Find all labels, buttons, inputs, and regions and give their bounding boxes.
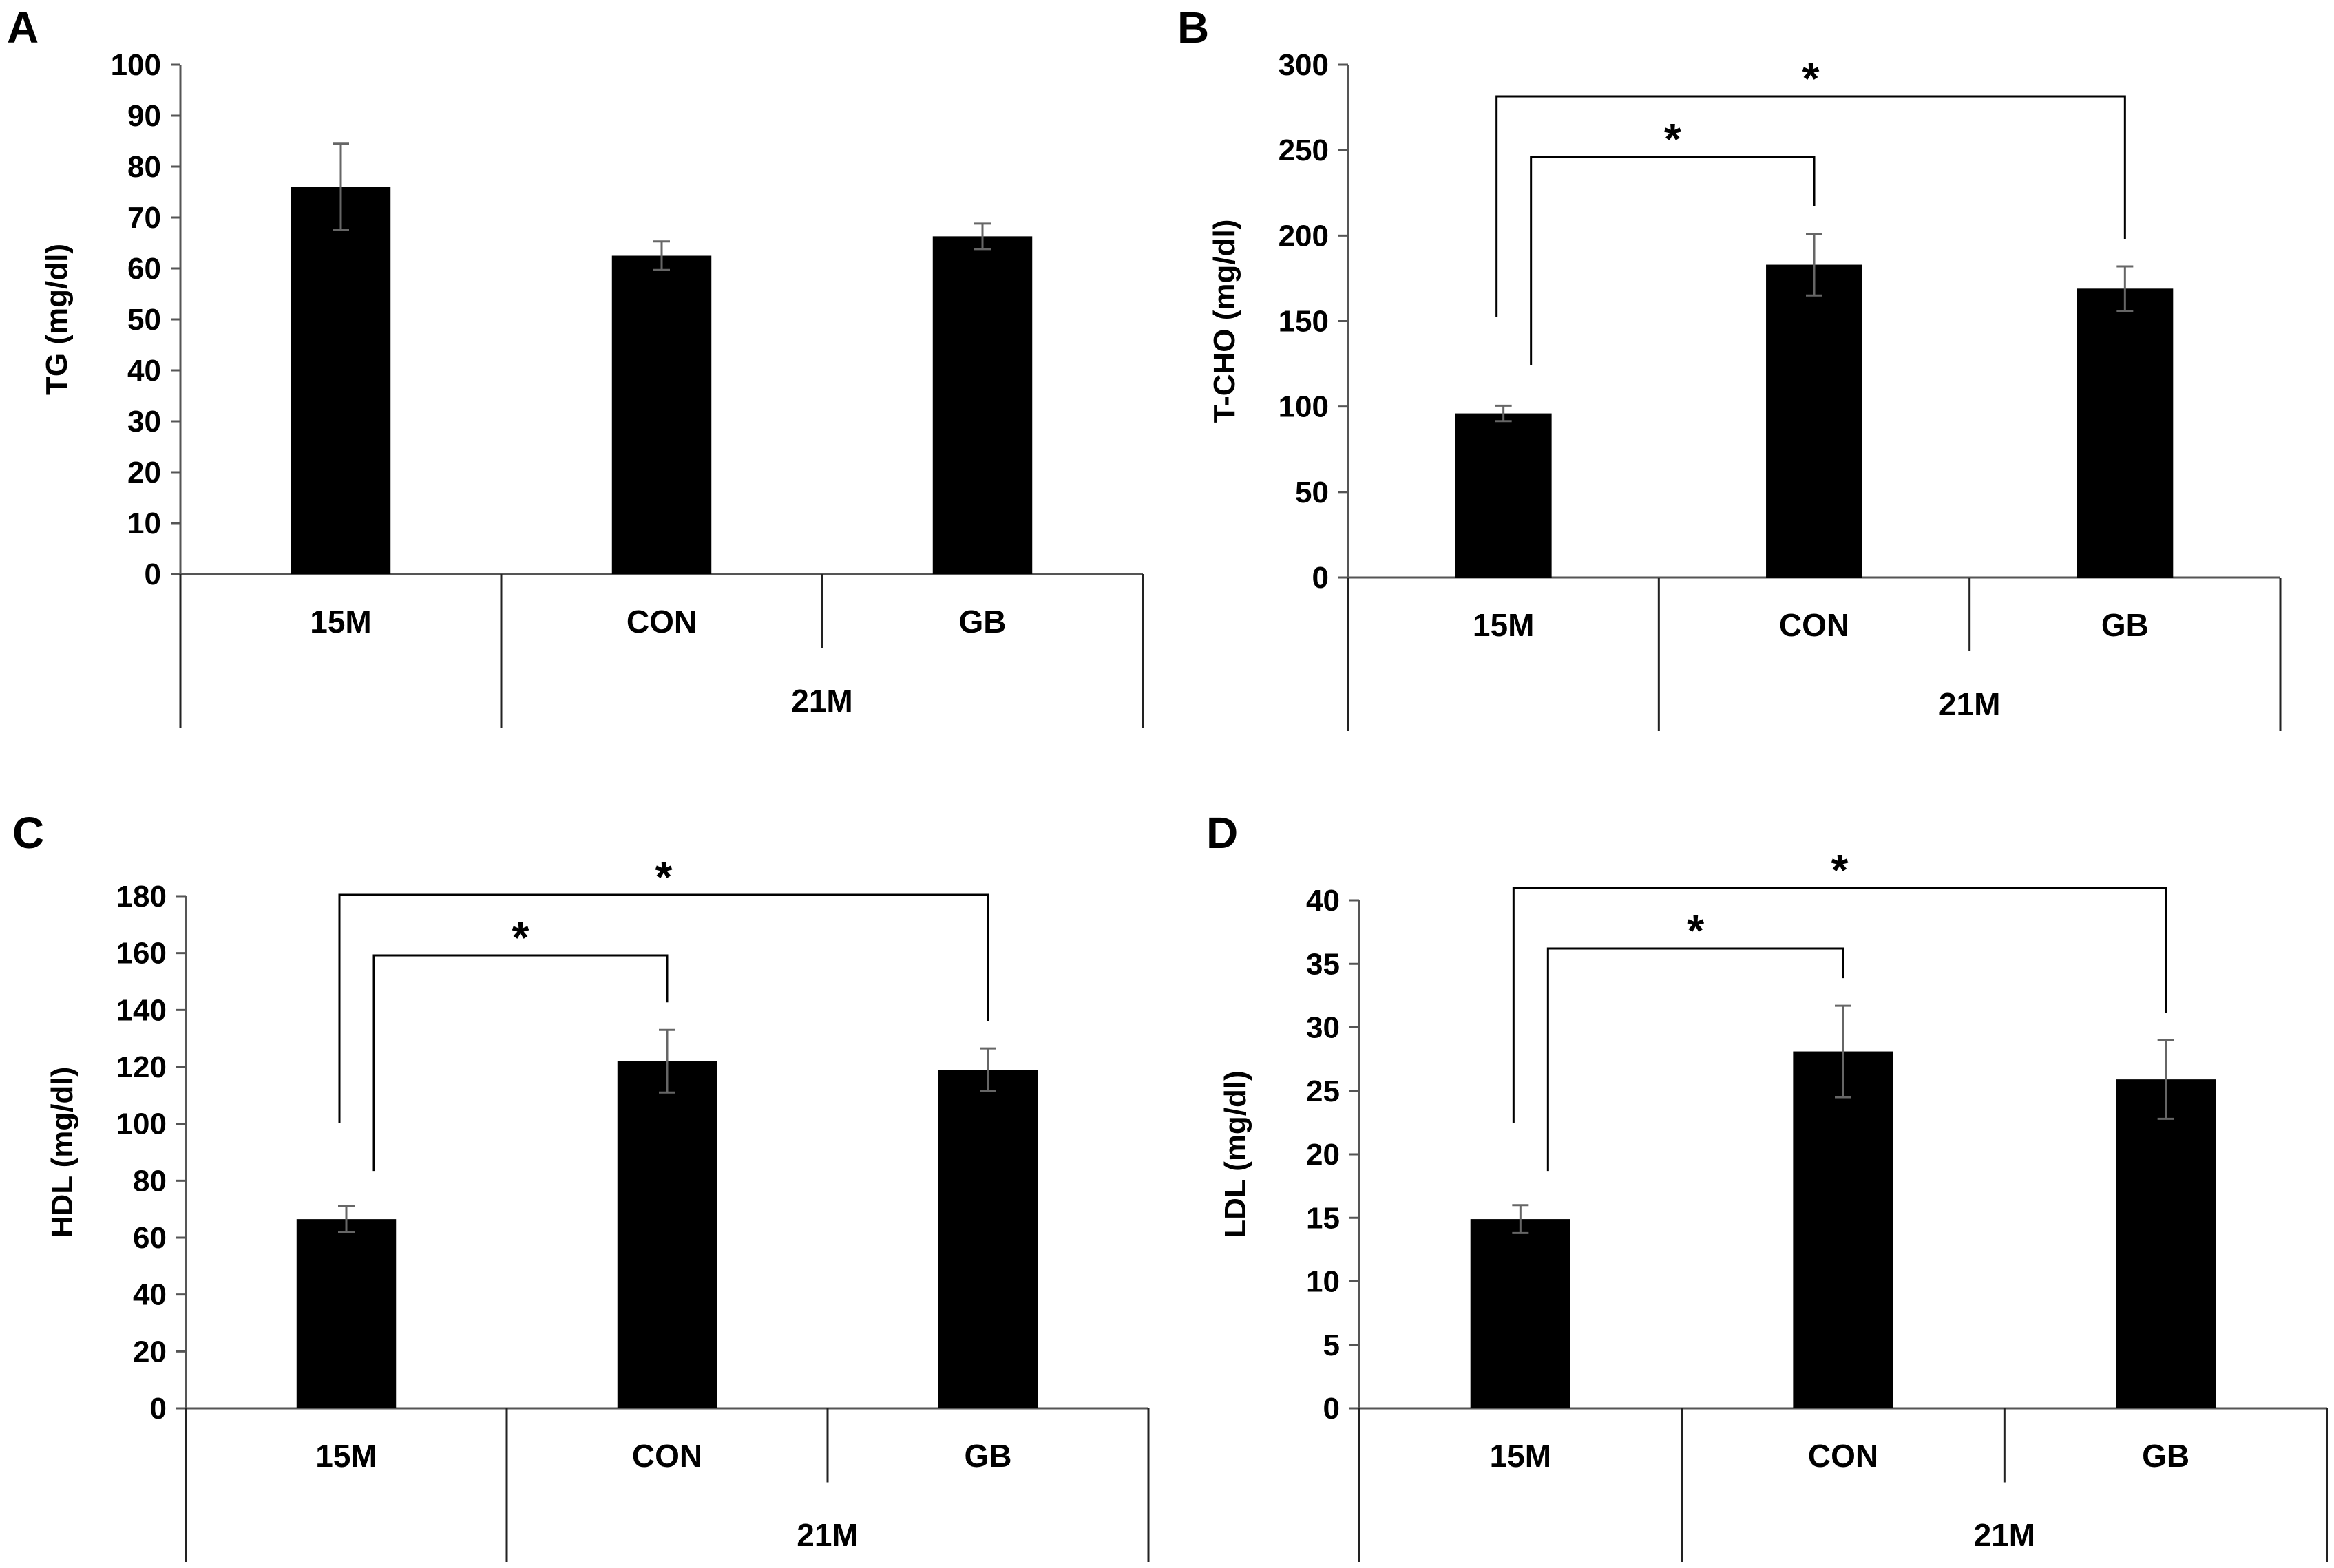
significance-star: * (1831, 845, 1849, 895)
y-tick-label: 30 (127, 405, 161, 438)
panel-letter: A (7, 3, 39, 52)
category-label: CON (1808, 1438, 1878, 1474)
y-tick-label: 0 (1323, 1392, 1340, 1426)
bar-15m (1455, 413, 1552, 578)
category-label: CON (627, 604, 697, 639)
y-tick-label: 200 (1279, 219, 1329, 253)
y-tick-label: 150 (1279, 305, 1329, 339)
significance-star: * (1802, 54, 1820, 103)
category-label: GB (965, 1438, 1012, 1474)
y-tick-label: 25 (1306, 1074, 1340, 1108)
y-tick-label: 30 (1306, 1011, 1340, 1045)
y-tick-label: 20 (127, 456, 161, 489)
significance-bracket (372, 954, 669, 1172)
significance-bracket (1546, 947, 1844, 1172)
y-tick-label: 20 (133, 1335, 167, 1368)
significance-star: * (655, 852, 673, 902)
y-tick-label: 100 (1279, 390, 1329, 424)
y-tick-label: 140 (116, 993, 167, 1027)
y-tick-label: 40 (1306, 884, 1340, 918)
group-label: 21M (791, 683, 852, 719)
y-tick-label: 70 (127, 201, 161, 235)
category-label: 15M (315, 1438, 377, 1474)
y-tick-label: 5 (1323, 1328, 1340, 1362)
significance-star: * (1664, 114, 1681, 164)
y-tick-label: 90 (127, 99, 161, 133)
y-tick-label: 0 (1312, 561, 1329, 595)
y-tick-label: 250 (1279, 134, 1329, 167)
panel-letter: D (1206, 808, 1238, 858)
bar-15m (291, 187, 391, 575)
bar-gb (938, 1070, 1038, 1408)
significance-bracket (1495, 95, 2126, 317)
y-tick-label: 120 (116, 1050, 167, 1084)
y-tick-label: 10 (1306, 1265, 1340, 1299)
y-tick-label: 60 (133, 1221, 167, 1255)
category-label: 15M (310, 604, 371, 639)
y-tick-label: 50 (1295, 476, 1329, 509)
category-label: 15M (1490, 1438, 1551, 1474)
bar-gb (2116, 1079, 2216, 1408)
y-tick-label: 10 (127, 507, 161, 540)
category-label: CON (632, 1438, 702, 1474)
group-label: 21M (797, 1517, 858, 1553)
bar-gb (2077, 288, 2174, 578)
y-tick-label: 80 (127, 150, 161, 184)
panel-letter: C (12, 808, 44, 858)
panel-letter: B (1177, 3, 1209, 52)
y-tick-label: 0 (150, 1392, 167, 1426)
y-tick-label: 15 (1306, 1201, 1340, 1235)
y-tick-label: 20 (1306, 1138, 1340, 1172)
y-tick-label: 60 (127, 252, 161, 286)
bar-con (1793, 1051, 1893, 1408)
significance-bracket (338, 893, 989, 1123)
significance-bracket (1530, 156, 1816, 365)
y-tick-label: 40 (133, 1278, 167, 1312)
bar-con (611, 255, 712, 574)
bar-con (617, 1061, 717, 1408)
y-tick-label: 100 (111, 48, 161, 82)
y-tick-label: 40 (127, 354, 161, 388)
y-tick-label: 180 (116, 880, 167, 913)
y-tick-label: 50 (127, 303, 161, 337)
y-tick-label: 160 (116, 937, 167, 971)
category-label: GB (2101, 607, 2149, 643)
group-label: 21M (1939, 686, 2000, 722)
significance-star: * (512, 913, 529, 962)
y-tick-label: 80 (133, 1164, 167, 1198)
bar-con (1766, 264, 1862, 578)
y-axis-title: HDL (mg/dl) (45, 1067, 79, 1238)
bar-15m (1470, 1219, 1570, 1408)
y-tick-label: 35 (1306, 947, 1340, 981)
y-tick-label: 0 (145, 558, 161, 591)
bar-15m (296, 1219, 397, 1408)
category-label: GB (2142, 1438, 2189, 1474)
bar-gb (932, 236, 1033, 574)
significance-star: * (1687, 906, 1704, 955)
y-axis-title: TG (mg/dl) (40, 244, 74, 395)
category-label: GB (959, 604, 1007, 639)
category-label: 15M (1473, 607, 1534, 643)
y-axis-title: LDL (mg/dl) (1219, 1070, 1252, 1238)
category-label: CON (1779, 607, 1849, 643)
y-tick-label: 100 (116, 1108, 167, 1141)
group-label: 21M (1974, 1517, 2035, 1553)
significance-bracket (1512, 887, 2167, 1123)
y-tick-label: 300 (1279, 48, 1329, 82)
y-axis-title: T-CHO (mg/dl) (1208, 220, 1241, 423)
